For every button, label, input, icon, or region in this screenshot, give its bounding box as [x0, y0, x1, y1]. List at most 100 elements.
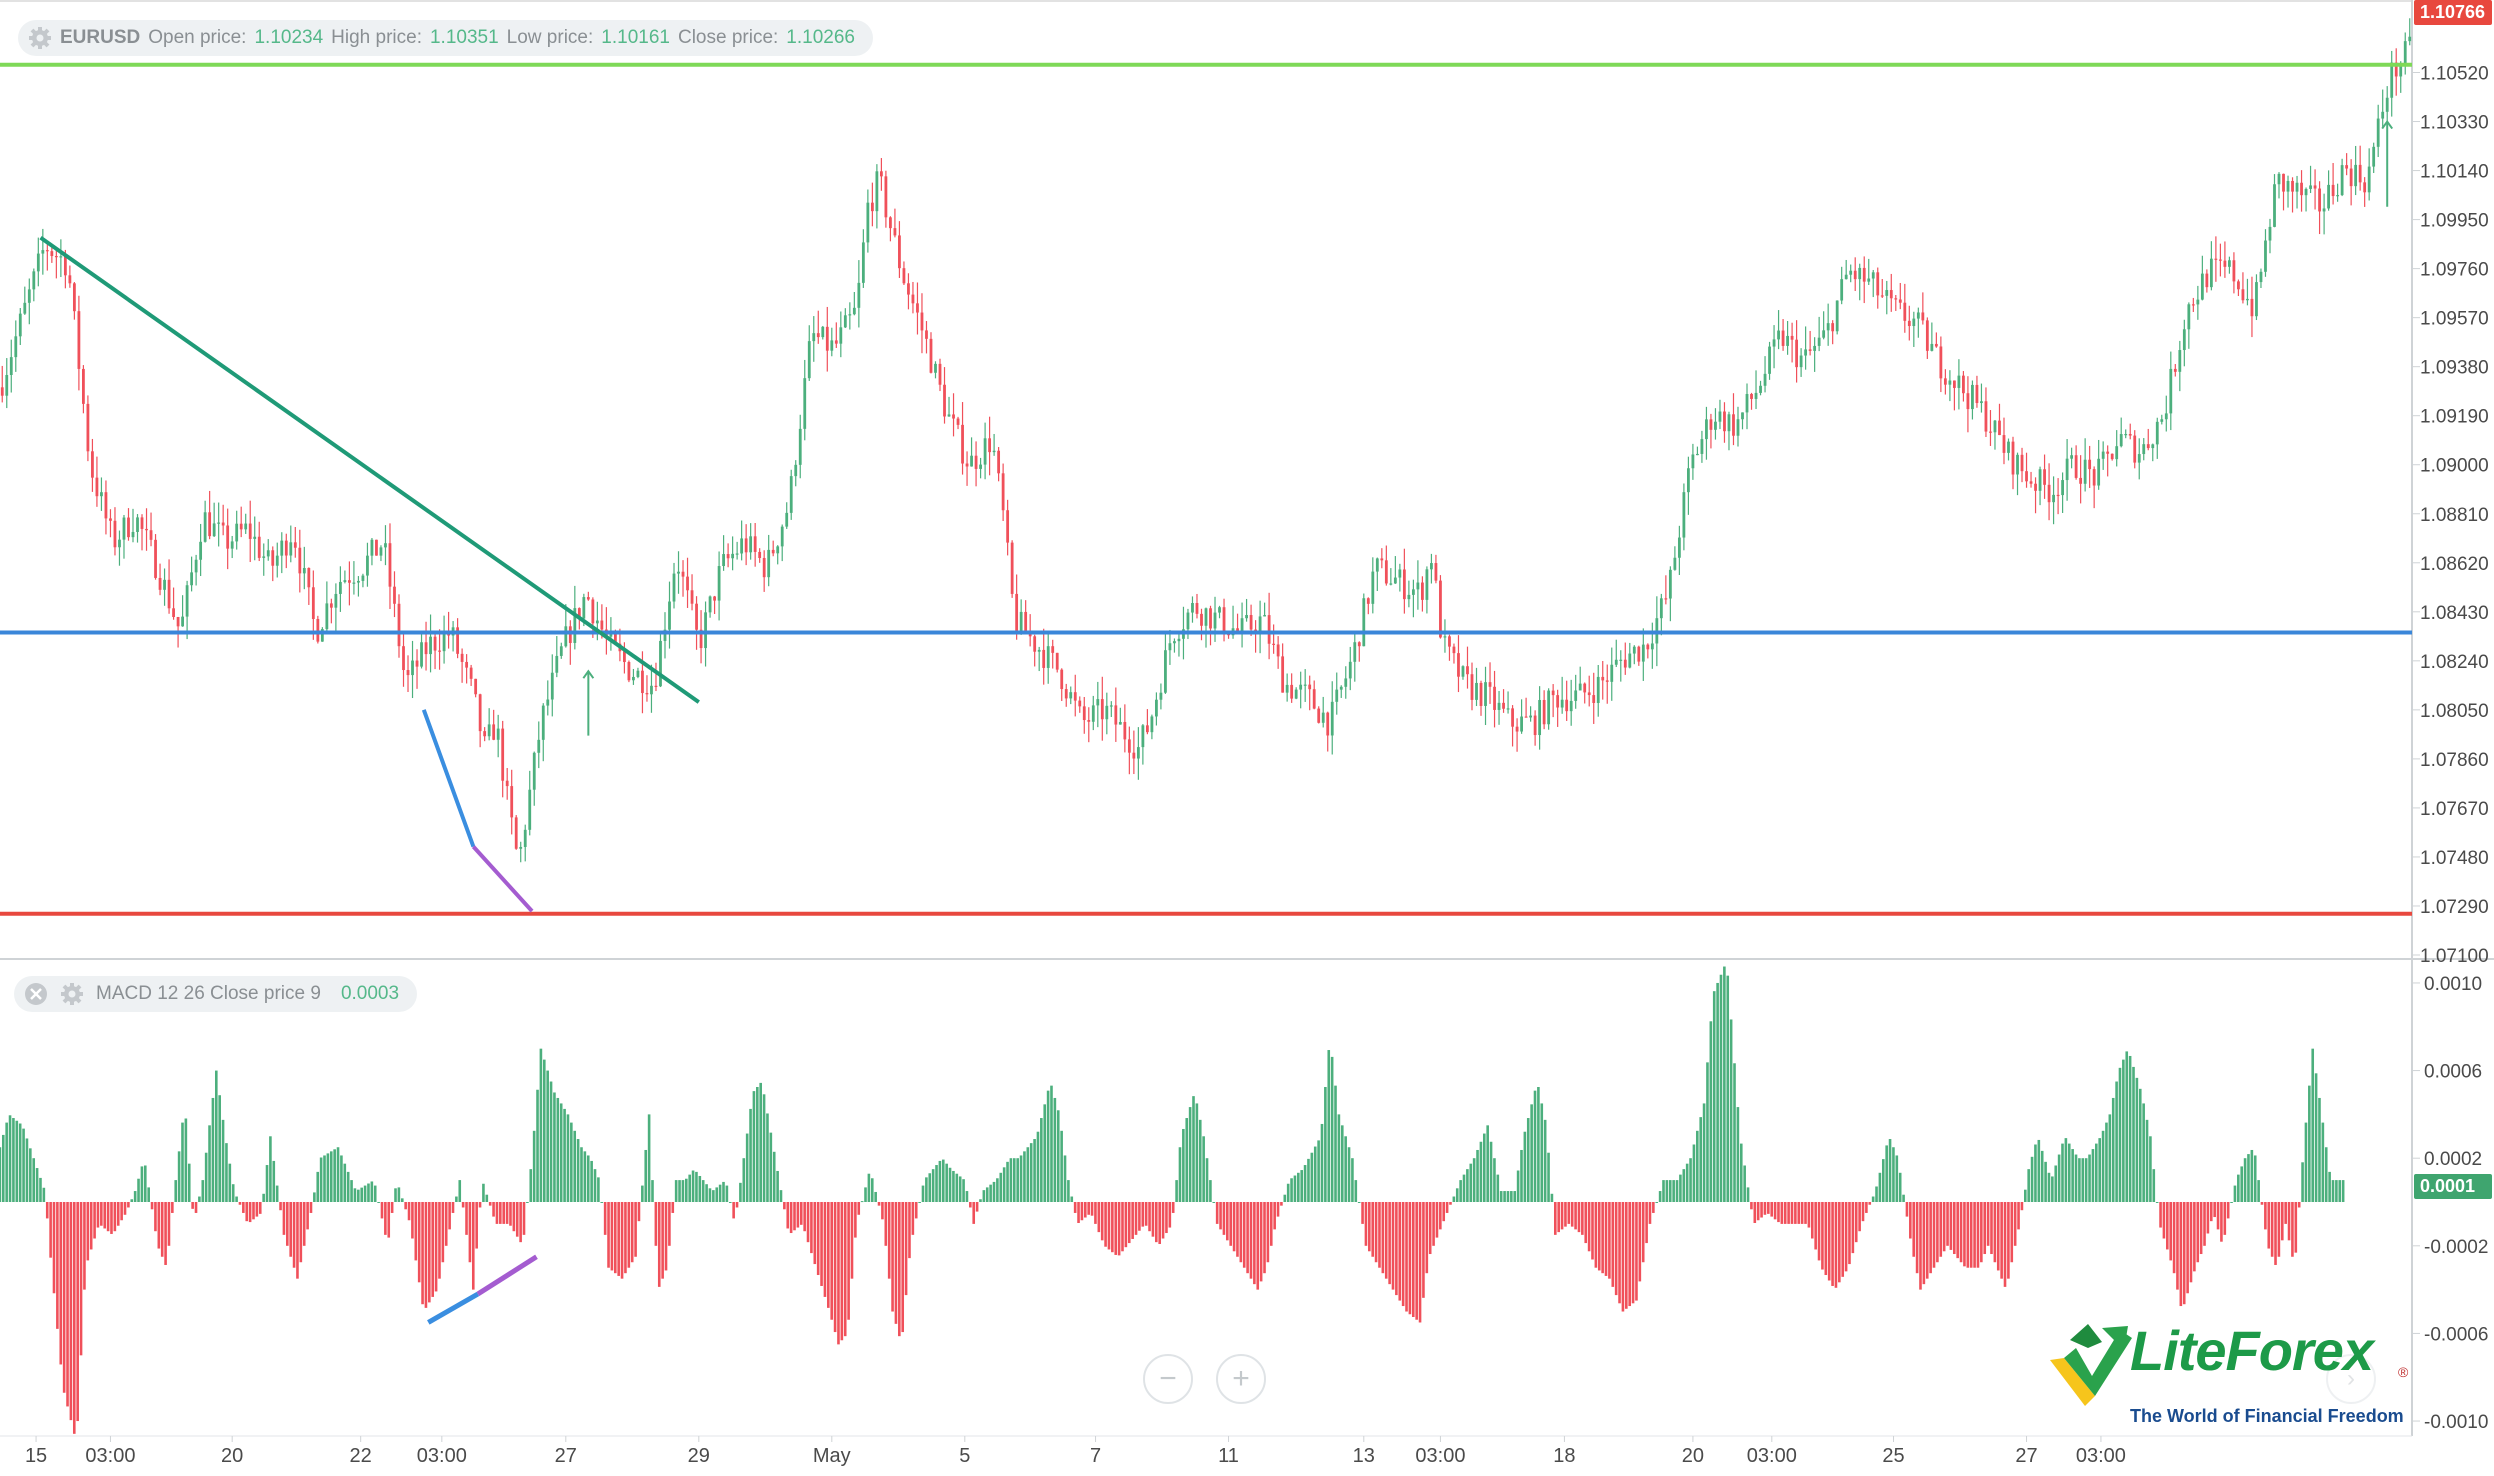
candle-body — [2246, 298, 2249, 301]
candle-body — [1411, 589, 1415, 595]
macd-bar — [766, 1113, 769, 1202]
macd-bar — [1354, 1180, 1358, 1202]
macd-bar — [1195, 1103, 1199, 1202]
candle-body — [1227, 633, 1230, 636]
scroll-right-button[interactable]: › — [2326, 1354, 2376, 1404]
candle-body — [1993, 420, 1997, 433]
candle-body — [2115, 446, 2119, 460]
candle-body — [185, 585, 189, 617]
candle-body — [2173, 368, 2177, 372]
gear-icon[interactable] — [60, 982, 84, 1006]
candle-body — [2169, 368, 2173, 414]
macd-pane[interactable] — [0, 966, 2345, 1434]
candle-body — [329, 603, 333, 608]
macd-bar — [1942, 1202, 1946, 1252]
candle-body — [1614, 659, 1618, 665]
macd-bar — [2216, 1202, 2220, 1230]
candle-body — [343, 580, 347, 582]
candle-body — [1587, 692, 1591, 696]
macd-axis-label: -0.0006 — [2424, 1324, 2488, 1345]
candle-body — [1556, 695, 1560, 708]
macd-bar — [705, 1184, 708, 1202]
candle-body — [1885, 290, 1889, 296]
price-axis[interactable]: 1.10520 1.10330 1.10140 1.09950 1.09760 1.095… — [2412, 64, 2489, 967]
macd-bar — [1587, 1202, 1591, 1252]
macd-bar — [1293, 1175, 1297, 1202]
candle-body — [1060, 669, 1064, 690]
macd-bar — [2105, 1122, 2108, 1202]
candle-body — [2390, 62, 2394, 98]
candle-body — [2345, 165, 2349, 169]
candle-body — [1741, 412, 1744, 420]
macd-bar — [1175, 1180, 1178, 1202]
candle-body — [438, 650, 441, 652]
candle-body — [27, 289, 31, 303]
macd-bar — [1804, 1202, 1807, 1224]
trend-line[interactable] — [39, 236, 700, 704]
macd-bar — [238, 1202, 242, 1205]
price-pane[interactable] — [0, 18, 2412, 916]
macd-bar — [2034, 1144, 2037, 1202]
macd-bar — [1080, 1202, 1084, 1221]
macd-bar — [1381, 1202, 1385, 1274]
candle-body — [244, 523, 248, 530]
macd-bar — [1269, 1202, 1273, 1246]
macd-axis[interactable]: 0.0010 0.0006 0.0002 -0.0002 -0.0006 -0.0010 — [2412, 974, 2488, 1433]
candle-body — [0, 387, 4, 396]
trend-line[interactable] — [421, 709, 476, 848]
macd-bar — [1283, 1194, 1287, 1202]
macd-bar — [1851, 1202, 1855, 1254]
macd-bar — [1161, 1202, 1165, 1239]
candle-body — [1998, 420, 2001, 436]
zoom-out-button[interactable]: − — [1143, 1354, 1193, 1404]
macd-bar — [316, 1171, 320, 1202]
macd-bar — [1618, 1202, 1621, 1304]
macd-bar — [756, 1087, 759, 1202]
macd-bar — [583, 1151, 587, 1202]
candle-body — [1466, 666, 1469, 675]
macd-bar — [2145, 1119, 2149, 1202]
candle-body — [1263, 615, 1267, 617]
macd-bar — [245, 1202, 249, 1222]
candle-body — [550, 672, 554, 700]
macd-bar — [739, 1182, 742, 1202]
candle-body — [1452, 646, 1456, 654]
candle-body — [2394, 62, 2398, 77]
macd-bar — [2274, 1202, 2277, 1265]
macd-bar — [2125, 1051, 2129, 1202]
candle-body — [2200, 273, 2204, 300]
trend-line[interactable] — [471, 845, 534, 913]
macd-bar — [1537, 1087, 1540, 1202]
macd-axis-label: -0.0002 — [2424, 1237, 2488, 1258]
divergence-line[interactable] — [476, 1254, 538, 1297]
macd-bar — [8, 1115, 12, 1202]
macd-bar — [1932, 1202, 1936, 1268]
zoom-in-button[interactable]: + — [1216, 1354, 1266, 1404]
macd-bar — [106, 1202, 110, 1232]
time-axis[interactable]: 15 03:00 20 22 03:00 27 29 May 5 7 11 13 03:00 18 20 03… — [25, 1436, 2126, 1467]
close-icon[interactable] — [24, 982, 48, 1006]
gear-icon[interactable] — [28, 26, 52, 50]
macd-bar — [2209, 1202, 2213, 1222]
candle-body — [1569, 700, 1573, 712]
candle-body — [830, 340, 834, 351]
divergence-line[interactable] — [427, 1291, 480, 1325]
macd-bar — [1750, 1202, 1753, 1210]
macd-bar — [1854, 1202, 1858, 1243]
candle-body — [2178, 350, 2182, 372]
macd-bar — [1297, 1172, 1300, 1202]
candle-body — [1989, 431, 1992, 433]
macd-bar — [302, 1202, 306, 1246]
macd-bar — [1378, 1202, 1381, 1268]
macd-bar — [2135, 1077, 2139, 1202]
macd-bar — [2169, 1202, 2172, 1261]
candle-body — [1601, 676, 1605, 681]
candle-body — [2119, 434, 2123, 447]
macd-bar — [570, 1122, 573, 1202]
macd-bar — [1435, 1202, 1439, 1238]
macd-bar — [296, 1202, 299, 1279]
macd-bar — [539, 1048, 543, 1202]
macd-bar — [329, 1151, 333, 1202]
macd-bar — [1827, 1202, 1831, 1281]
